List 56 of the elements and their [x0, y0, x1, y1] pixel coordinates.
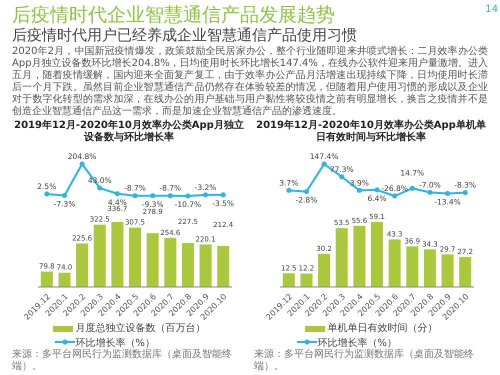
point — [220, 192, 226, 198]
point — [44, 192, 50, 197]
bar — [300, 274, 312, 287]
bar — [182, 243, 194, 287]
point — [304, 189, 309, 194]
bar — [424, 249, 436, 287]
text: 2020年2月，中国新冠疫情爆发，政策鼓励全民居家办公，整个行业随即迎来井喷式增长：二月效率办公类App月独立设备数环比增长204.8%，日均使用时长环比增长147.4%，在线办公软件迎来用户量激增。进入五月，随着疫情缓解，国内迎来全面复产复工，由于效率办公产品月活增速出现持续下降，日均使用时长滞后一个月下跌。虽然目前企业智慧通信产品仍然存在体验较差的情况，但随着用户使用习惯的形成以及企业对于数字化转型的需求加深，在线办公的用户基础与用户黏性将较疫情之前有明显增长，换言之疫情并不是创造企业智慧通信产品这一需求，而是加速企业智慧通信产品的渗透速度。 — [12, 46, 488, 118]
source-note: 来源：多平台网民行为监测数据库（桌面及智能终端）。 — [254, 349, 475, 373]
point — [114, 191, 120, 196]
point — [462, 190, 468, 196]
bar — [129, 228, 141, 287]
legend-label: 环比增长率（%） — [75, 338, 155, 349]
bar — [40, 272, 53, 287]
point — [286, 188, 292, 193]
bar — [58, 272, 70, 287]
bar — [371, 222, 383, 287]
point — [97, 186, 102, 191]
point — [356, 188, 362, 193]
chart-title: 2019年12月-2020年10月效率办公类App月独立设备数与环比增长率 — [13, 120, 245, 144]
point — [185, 194, 190, 198]
bar — [353, 226, 366, 287]
point — [427, 190, 432, 195]
point — [80, 162, 85, 166]
bar — [459, 257, 472, 287]
point — [410, 186, 415, 191]
point — [374, 187, 380, 192]
bar — [146, 233, 159, 287]
legend-label: 月度总独立设备数（百万台） — [76, 323, 206, 335]
bar — [217, 246, 230, 287]
bar — [336, 228, 348, 287]
bar — [200, 244, 212, 287]
legend-label: 环比增长率（%） — [317, 338, 397, 349]
point — [62, 192, 67, 198]
text: 后疫情时代企业智慧通信产品发展趋势 — [12, 4, 335, 26]
chart-title: 2019年12月-2020年10月效率办公类App单机单日有效时间与环比增长率 — [255, 120, 487, 144]
point — [203, 192, 208, 198]
legend-label: 单机单日有效时间（分） — [328, 323, 438, 335]
bar — [318, 254, 330, 287]
bar — [406, 246, 418, 287]
point — [150, 193, 156, 198]
point — [392, 194, 398, 198]
source-note: 来源：多平台网民行为监测数据库（桌面及智能终端）。 — [12, 349, 233, 373]
bar — [94, 224, 106, 287]
point — [168, 193, 173, 198]
point — [132, 193, 138, 198]
point — [322, 162, 327, 166]
point — [339, 174, 344, 180]
bar — [111, 222, 124, 287]
bar — [76, 243, 88, 287]
text: 14 — [485, 4, 498, 15]
bar — [388, 239, 401, 287]
bar — [282, 273, 295, 287]
text: 后疫情时代用户已经养成企业智慧通信产品使用习惯 — [12, 26, 358, 44]
bar — [442, 254, 454, 287]
bar — [164, 238, 176, 287]
point — [445, 191, 450, 196]
